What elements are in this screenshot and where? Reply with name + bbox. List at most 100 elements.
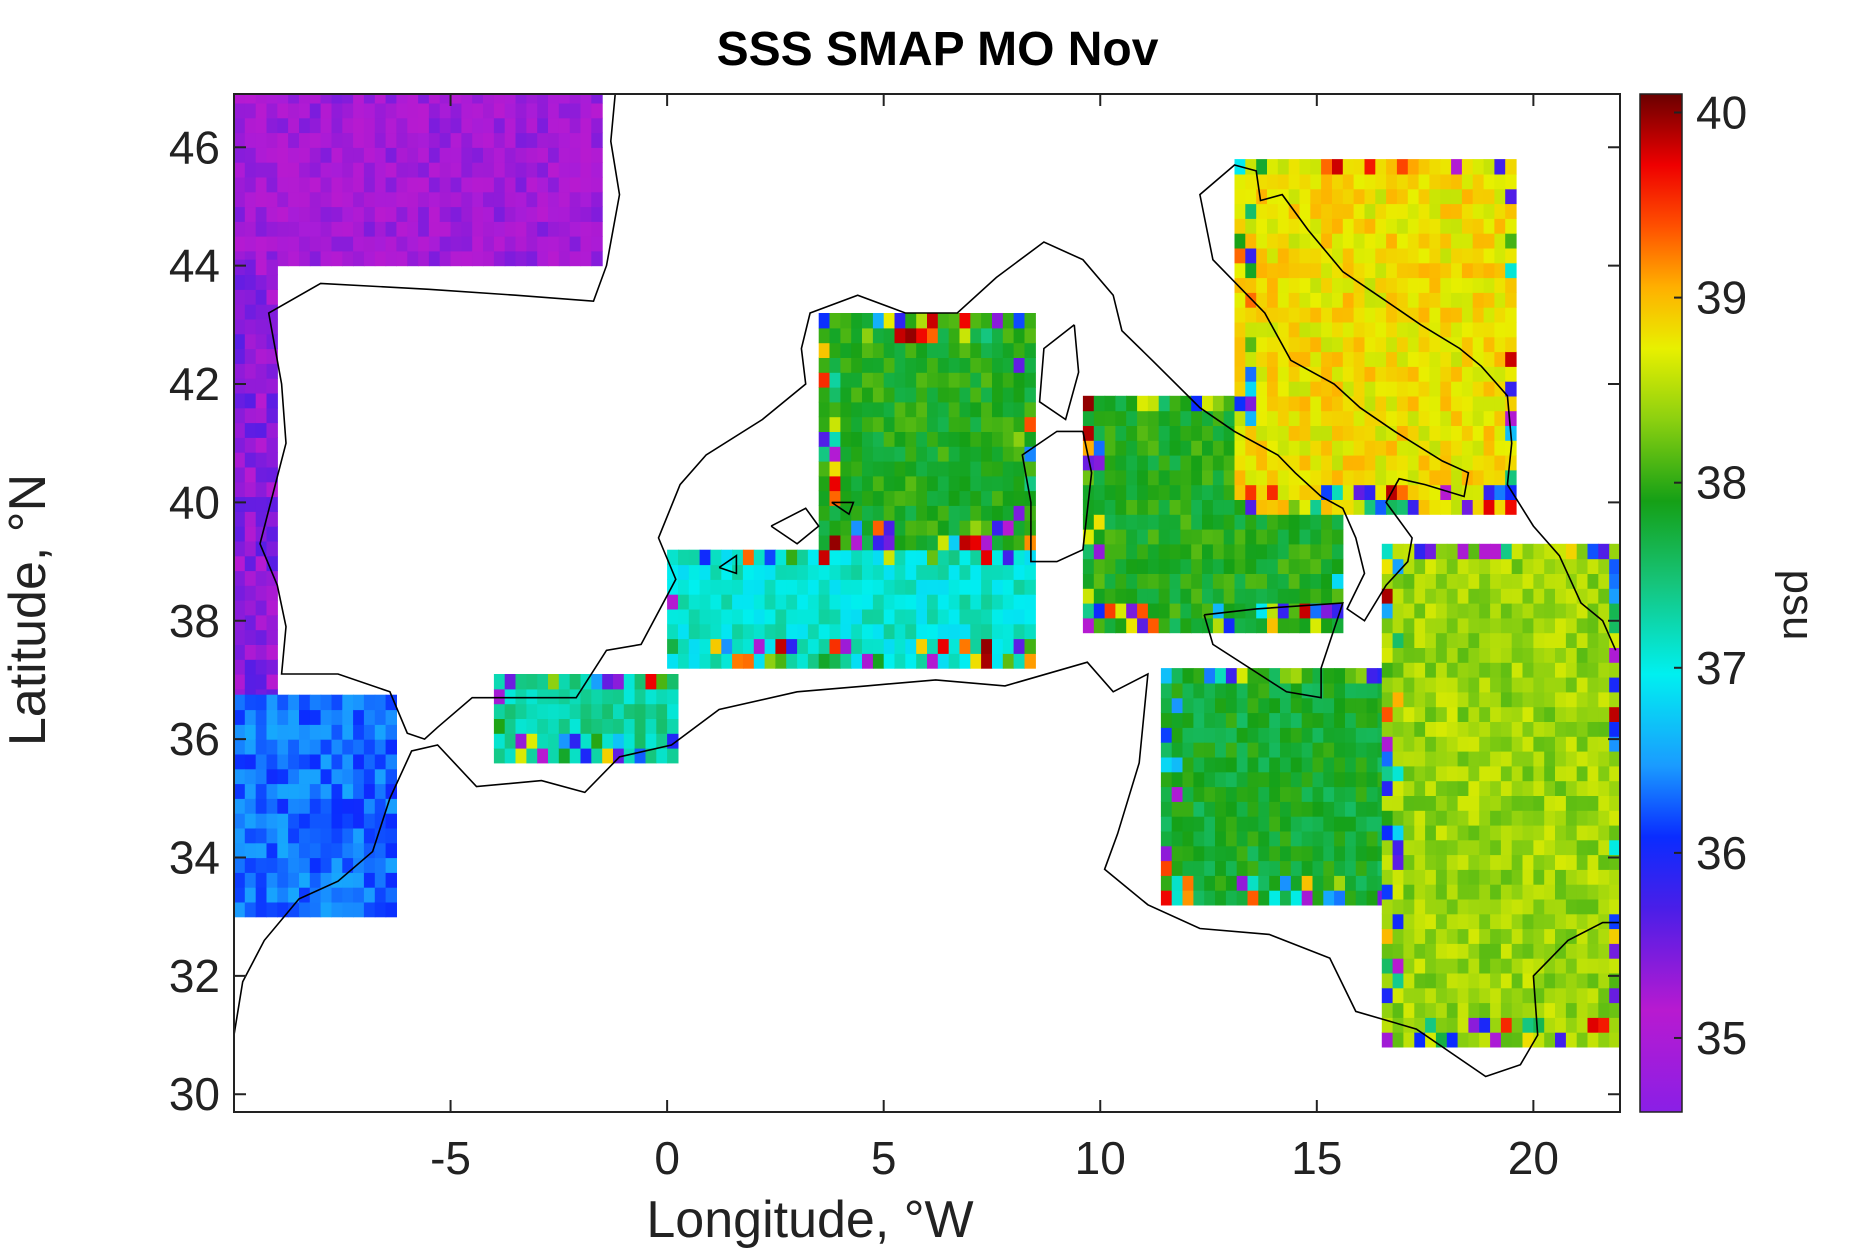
salinity-cell	[591, 703, 603, 719]
salinity-cell	[569, 688, 582, 705]
salinity-cell	[1500, 869, 1513, 885]
salinity-cell	[613, 748, 625, 764]
salinity-cell	[548, 688, 560, 705]
salinity-cell	[526, 102, 538, 119]
salinity-cell	[1093, 469, 1106, 486]
salinity-cell	[1457, 647, 1469, 663]
salinity-cell	[1212, 484, 1225, 500]
salinity-cell	[1223, 425, 1236, 441]
salinity-cell	[374, 783, 387, 799]
salinity-cell	[385, 724, 397, 740]
salinity-cell	[299, 901, 311, 918]
salinity-cell	[1440, 381, 1452, 397]
salinity-cell	[1440, 469, 1452, 486]
salinity-cell	[1598, 839, 1610, 856]
salinity-cell	[255, 176, 268, 193]
salinity-cell	[937, 608, 950, 625]
salinity-cell	[1355, 816, 1368, 832]
salinity-cell	[591, 688, 603, 705]
salinity-cell	[1169, 440, 1181, 456]
salinity-cell	[840, 461, 852, 477]
salinity-cell	[234, 191, 246, 208]
salinity-cell	[1245, 321, 1257, 338]
salinity-cell	[1332, 514, 1344, 530]
salinity-cell	[1234, 395, 1246, 412]
salinity-cell	[1440, 218, 1452, 234]
salinity-cell	[1288, 336, 1301, 353]
salinity-cell	[721, 564, 733, 580]
salinity-cell	[504, 221, 517, 237]
salinity-cell	[1461, 277, 1474, 293]
salinity-cell	[1446, 603, 1459, 619]
salinity-cell	[1472, 440, 1485, 456]
salinity-cell	[1403, 736, 1415, 752]
salinity-cell	[1494, 292, 1506, 308]
salinity-cell	[493, 674, 506, 690]
salinity-cell	[234, 739, 246, 755]
salinity-cell	[461, 236, 473, 252]
salinity-cell	[840, 387, 852, 403]
salinity-cell	[1160, 786, 1173, 802]
salinity-cell	[244, 363, 257, 379]
salinity-cell	[721, 638, 733, 654]
salinity-cell	[244, 147, 257, 163]
salinity-cell	[353, 102, 365, 119]
salinity-cell	[569, 221, 582, 237]
salinity-cell	[1332, 321, 1344, 338]
salinity-cell	[407, 132, 419, 148]
salinity-cell	[1104, 558, 1116, 574]
salinity-cell	[1500, 617, 1513, 634]
salinity-cell	[1193, 860, 1205, 876]
salinity-cell	[1202, 529, 1214, 545]
salinity-cell	[829, 534, 841, 551]
salinity-cell	[1288, 617, 1301, 634]
salinity-cell	[342, 887, 354, 903]
salinity-cell	[688, 594, 701, 610]
salinity-cell	[1461, 381, 1474, 397]
salinity-cell	[1299, 558, 1311, 574]
salinity-cell	[234, 132, 246, 148]
salinity-cell	[1082, 469, 1095, 486]
salinity-cell	[829, 401, 841, 418]
salinity-cell	[439, 117, 452, 134]
salinity-cell	[1267, 603, 1279, 619]
salinity-cell	[1180, 469, 1192, 486]
salinity-cell	[353, 162, 365, 178]
salinity-cell	[1500, 795, 1513, 811]
salinity-cell	[342, 798, 354, 814]
salinity-cell	[959, 431, 971, 447]
salinity-cell	[1522, 573, 1534, 589]
salinity-cell	[255, 614, 268, 631]
salinity-cell	[1277, 440, 1290, 456]
salinity-cell	[1414, 987, 1426, 1004]
salinity-cell	[1425, 839, 1437, 856]
salinity-cell	[1375, 395, 1387, 412]
salinity-cell	[428, 176, 441, 193]
salinity-cell	[504, 748, 517, 764]
salinity-cell	[244, 842, 257, 859]
salinity-cell	[1345, 771, 1357, 788]
salinity-cell	[1024, 342, 1036, 358]
salinity-cell	[1234, 573, 1246, 589]
salinity-cell	[721, 549, 733, 566]
salinity-cell	[1414, 721, 1426, 737]
salinity-cell	[320, 768, 332, 785]
salinity-cell	[1267, 484, 1279, 500]
salinity-cell	[1500, 647, 1513, 663]
salinity-cell	[1332, 558, 1344, 574]
salinity-cell	[1269, 756, 1281, 773]
salinity-cell	[1598, 558, 1610, 574]
salinity-cell	[1104, 499, 1116, 515]
salinity-cell	[1472, 277, 1485, 293]
salinity-cell	[1418, 336, 1430, 353]
salinity-cell	[1236, 890, 1249, 906]
salinity-cell	[1407, 292, 1420, 308]
salinity-cell	[1533, 736, 1545, 752]
salinity-cell	[1457, 795, 1469, 811]
salinity-cell	[1225, 786, 1238, 802]
salinity-cell	[244, 378, 257, 394]
salinity-cell	[1256, 321, 1268, 338]
salinity-cell	[1609, 1002, 1620, 1018]
salinity-cell	[927, 594, 939, 610]
salinity-cell	[1312, 816, 1324, 832]
